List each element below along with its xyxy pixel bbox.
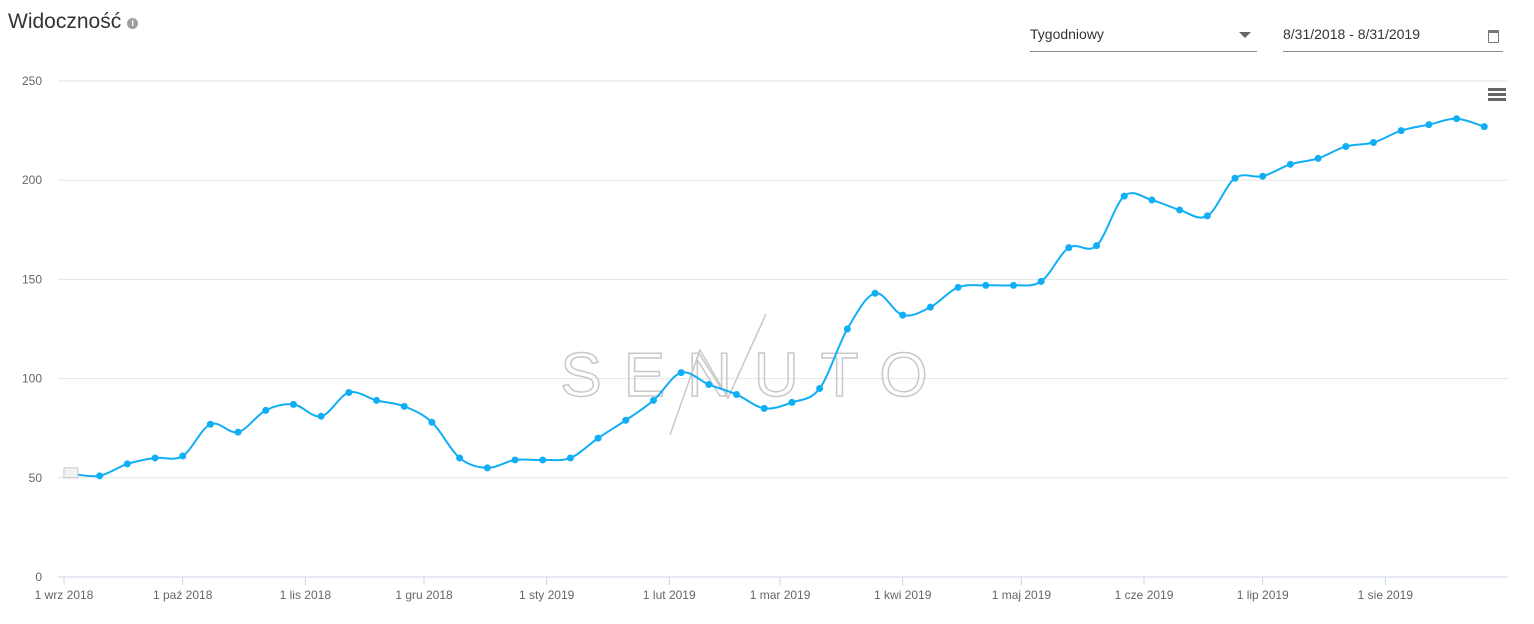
data-point <box>123 460 131 468</box>
y-tick-label: 150 <box>22 272 42 286</box>
data-point <box>1120 192 1128 200</box>
data-point <box>511 456 519 464</box>
data-point <box>1231 174 1239 182</box>
data-point <box>96 472 104 480</box>
x-tick-label: 1 sty 2019 <box>519 588 575 602</box>
data-point <box>1286 160 1294 168</box>
x-tick-label: 1 lip 2019 <box>1237 588 1289 602</box>
chevron-down-icon <box>1239 32 1251 38</box>
data-point <box>926 303 934 311</box>
data-point <box>1369 139 1377 147</box>
data-point <box>317 412 325 420</box>
data-point <box>400 402 408 410</box>
data-point <box>566 454 574 462</box>
x-tick-label: 1 gru 2018 <box>395 588 453 602</box>
series-line <box>71 117 1485 478</box>
x-tick-label: 1 paź 2018 <box>153 588 213 602</box>
x-tick-label: 1 sie 2019 <box>1358 588 1414 602</box>
data-point <box>1148 196 1156 204</box>
annotation-flag-icon <box>63 467 79 479</box>
data-point <box>151 454 159 462</box>
date-range-value: 8/31/2018 - 8/31/2019 <box>1283 26 1421 42</box>
data-point <box>483 464 491 472</box>
data-point <box>982 281 990 289</box>
calendar-icon[interactable] <box>1488 30 1499 43</box>
data-point <box>677 369 685 377</box>
data-point <box>816 385 824 393</box>
watermark-slash <box>669 313 767 436</box>
data-point <box>705 381 713 389</box>
data-point <box>289 400 297 408</box>
data-point <box>1203 212 1211 220</box>
data-point <box>206 420 214 428</box>
data-point <box>1425 121 1433 129</box>
data-point <box>373 396 381 404</box>
chart-menu-button[interactable] <box>1488 88 1506 103</box>
page-title: Widoczność i <box>8 10 139 34</box>
x-tick-label: 1 maj 2019 <box>992 588 1052 602</box>
data-point <box>428 418 436 426</box>
data-point <box>1453 115 1461 123</box>
x-tick-label: 1 lut 2019 <box>643 588 696 602</box>
x-tick-label: 1 kwi 2019 <box>874 588 932 602</box>
data-point <box>1259 172 1267 180</box>
data-point <box>345 388 353 396</box>
watermark-logo: SENUTO <box>560 341 949 410</box>
data-point <box>1480 123 1488 131</box>
data-point <box>262 406 270 414</box>
data-point <box>1397 127 1405 135</box>
data-point <box>1176 206 1184 214</box>
data-point <box>622 416 630 424</box>
y-tick-label: 250 <box>22 74 42 88</box>
x-tick-label: 1 wrz 2018 <box>35 588 94 602</box>
y-tick-label: 50 <box>29 471 43 485</box>
interval-value: Tygodniowy <box>1030 26 1104 42</box>
data-point <box>899 311 907 319</box>
data-point <box>1093 242 1101 250</box>
y-tick-label: 0 <box>35 570 42 584</box>
data-point <box>649 396 657 404</box>
data-point <box>456 454 464 462</box>
data-point <box>760 404 768 412</box>
data-point <box>594 434 602 442</box>
data-point <box>539 456 547 464</box>
title-text: Widoczność <box>8 10 122 33</box>
data-point <box>179 452 187 460</box>
data-point <box>1314 154 1322 162</box>
data-point <box>871 289 879 297</box>
data-point <box>1037 277 1045 285</box>
y-tick-label: 200 <box>22 173 42 187</box>
data-point <box>234 428 242 436</box>
interval-select[interactable]: Tygodniowy <box>1030 26 1257 52</box>
data-point <box>843 325 851 333</box>
data-point <box>1065 244 1073 252</box>
data-point <box>733 390 741 398</box>
data-point <box>1009 281 1017 289</box>
x-tick-label: 1 mar 2019 <box>750 588 811 602</box>
info-icon[interactable]: i <box>127 18 139 29</box>
data-point <box>788 398 796 406</box>
data-point <box>954 283 962 291</box>
date-range-input[interactable]: 8/31/2018 - 8/31/2019 <box>1283 26 1503 52</box>
data-point <box>1342 142 1350 150</box>
x-tick-label: 1 lis 2018 <box>280 588 332 602</box>
x-tick-label: 1 cze 2019 <box>1115 588 1174 602</box>
y-tick-label: 100 <box>22 372 42 386</box>
